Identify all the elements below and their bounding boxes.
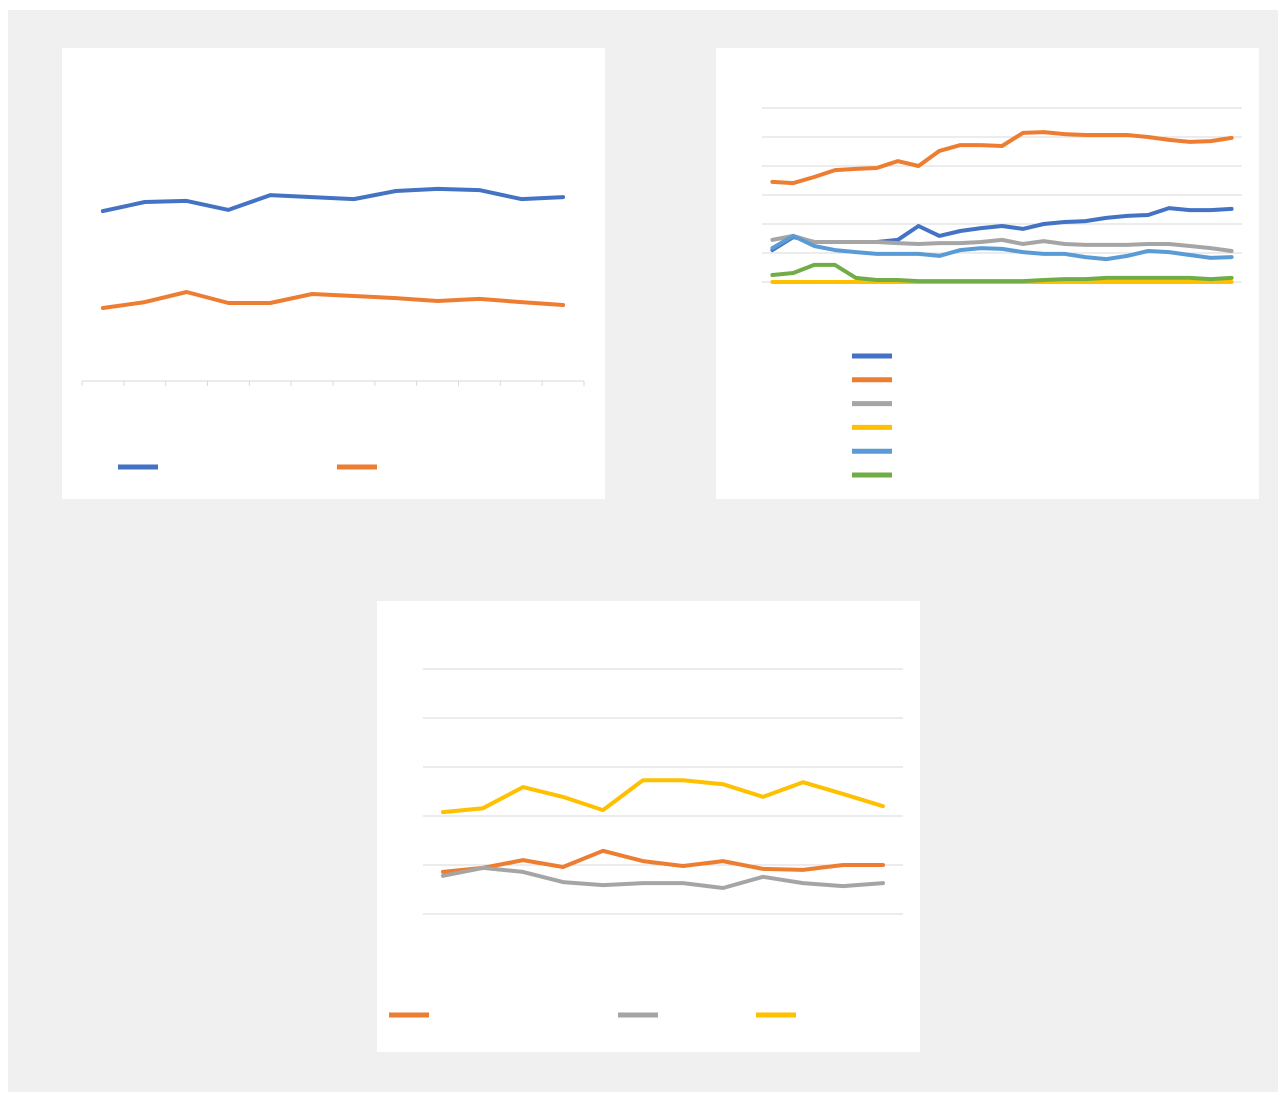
series-line [441, 778, 885, 815]
series-line [100, 186, 566, 214]
chart [389, 668, 903, 1018]
series-line [770, 233, 1234, 253]
series-line [100, 290, 566, 310]
chart-panel [716, 48, 1259, 499]
series-line [770, 130, 1234, 186]
chart [762, 107, 1242, 478]
series-line [441, 848, 885, 874]
chart-panel [377, 601, 920, 1052]
chart-panel [62, 48, 605, 499]
chart [81, 186, 585, 470]
series-line [770, 233, 1234, 262]
series-line [770, 262, 1234, 284]
series-line [441, 865, 885, 890]
